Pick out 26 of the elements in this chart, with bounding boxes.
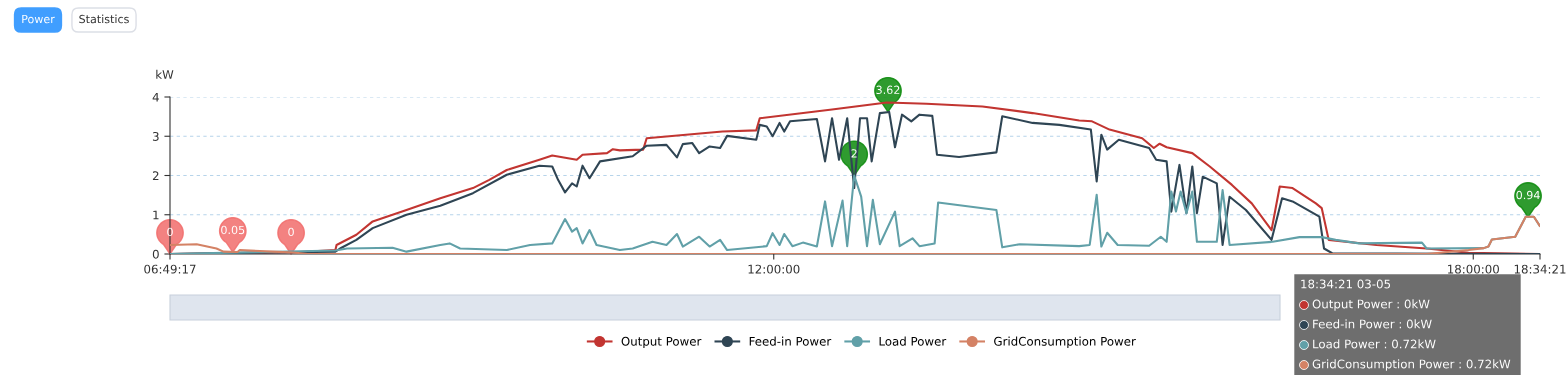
annotation: 0 <box>288 227 294 237</box>
annotation: 0.94 <box>1516 190 1540 200</box>
x-tick-label: 06:49:17 <box>144 264 196 274</box>
text: Load Power : 0.72kW <box>1313 339 1436 349</box>
x-tick-label: 18:34:21 <box>1514 264 1566 274</box>
y-axis-title: kW <box>156 69 174 79</box>
legend-label: Output Power <box>621 336 702 349</box>
annotation: 3.62 <box>876 85 900 95</box>
annotation: 0.05 <box>221 225 245 235</box>
y-tick-label: 2 <box>152 171 159 180</box>
legend-label: Load Power <box>879 336 947 346</box>
text: Output Power : 0kW <box>1312 299 1430 311</box>
y-tick-label: 1 <box>153 210 159 220</box>
y-tick-label: 0 <box>152 249 159 259</box>
text: Statistics <box>79 14 129 24</box>
text: GridConsumption Power : 0.72kW <box>1312 359 1511 371</box>
legend-label: Feed-in Power <box>749 336 832 346</box>
legend-label: GridConsumption Power <box>994 336 1136 349</box>
text: Feed-in Power : 0kW <box>1313 319 1432 329</box>
y-tick-label: 3 <box>152 131 159 141</box>
annotation: 2 <box>851 149 857 158</box>
x-tick-label: 18:00:00 <box>1448 264 1499 274</box>
y-tick-label: 4 <box>152 92 159 102</box>
x-tick-label: 12:00:00 <box>748 264 800 274</box>
text: Power <box>22 14 55 24</box>
text: 18:34:21 03-05 <box>1301 279 1391 289</box>
